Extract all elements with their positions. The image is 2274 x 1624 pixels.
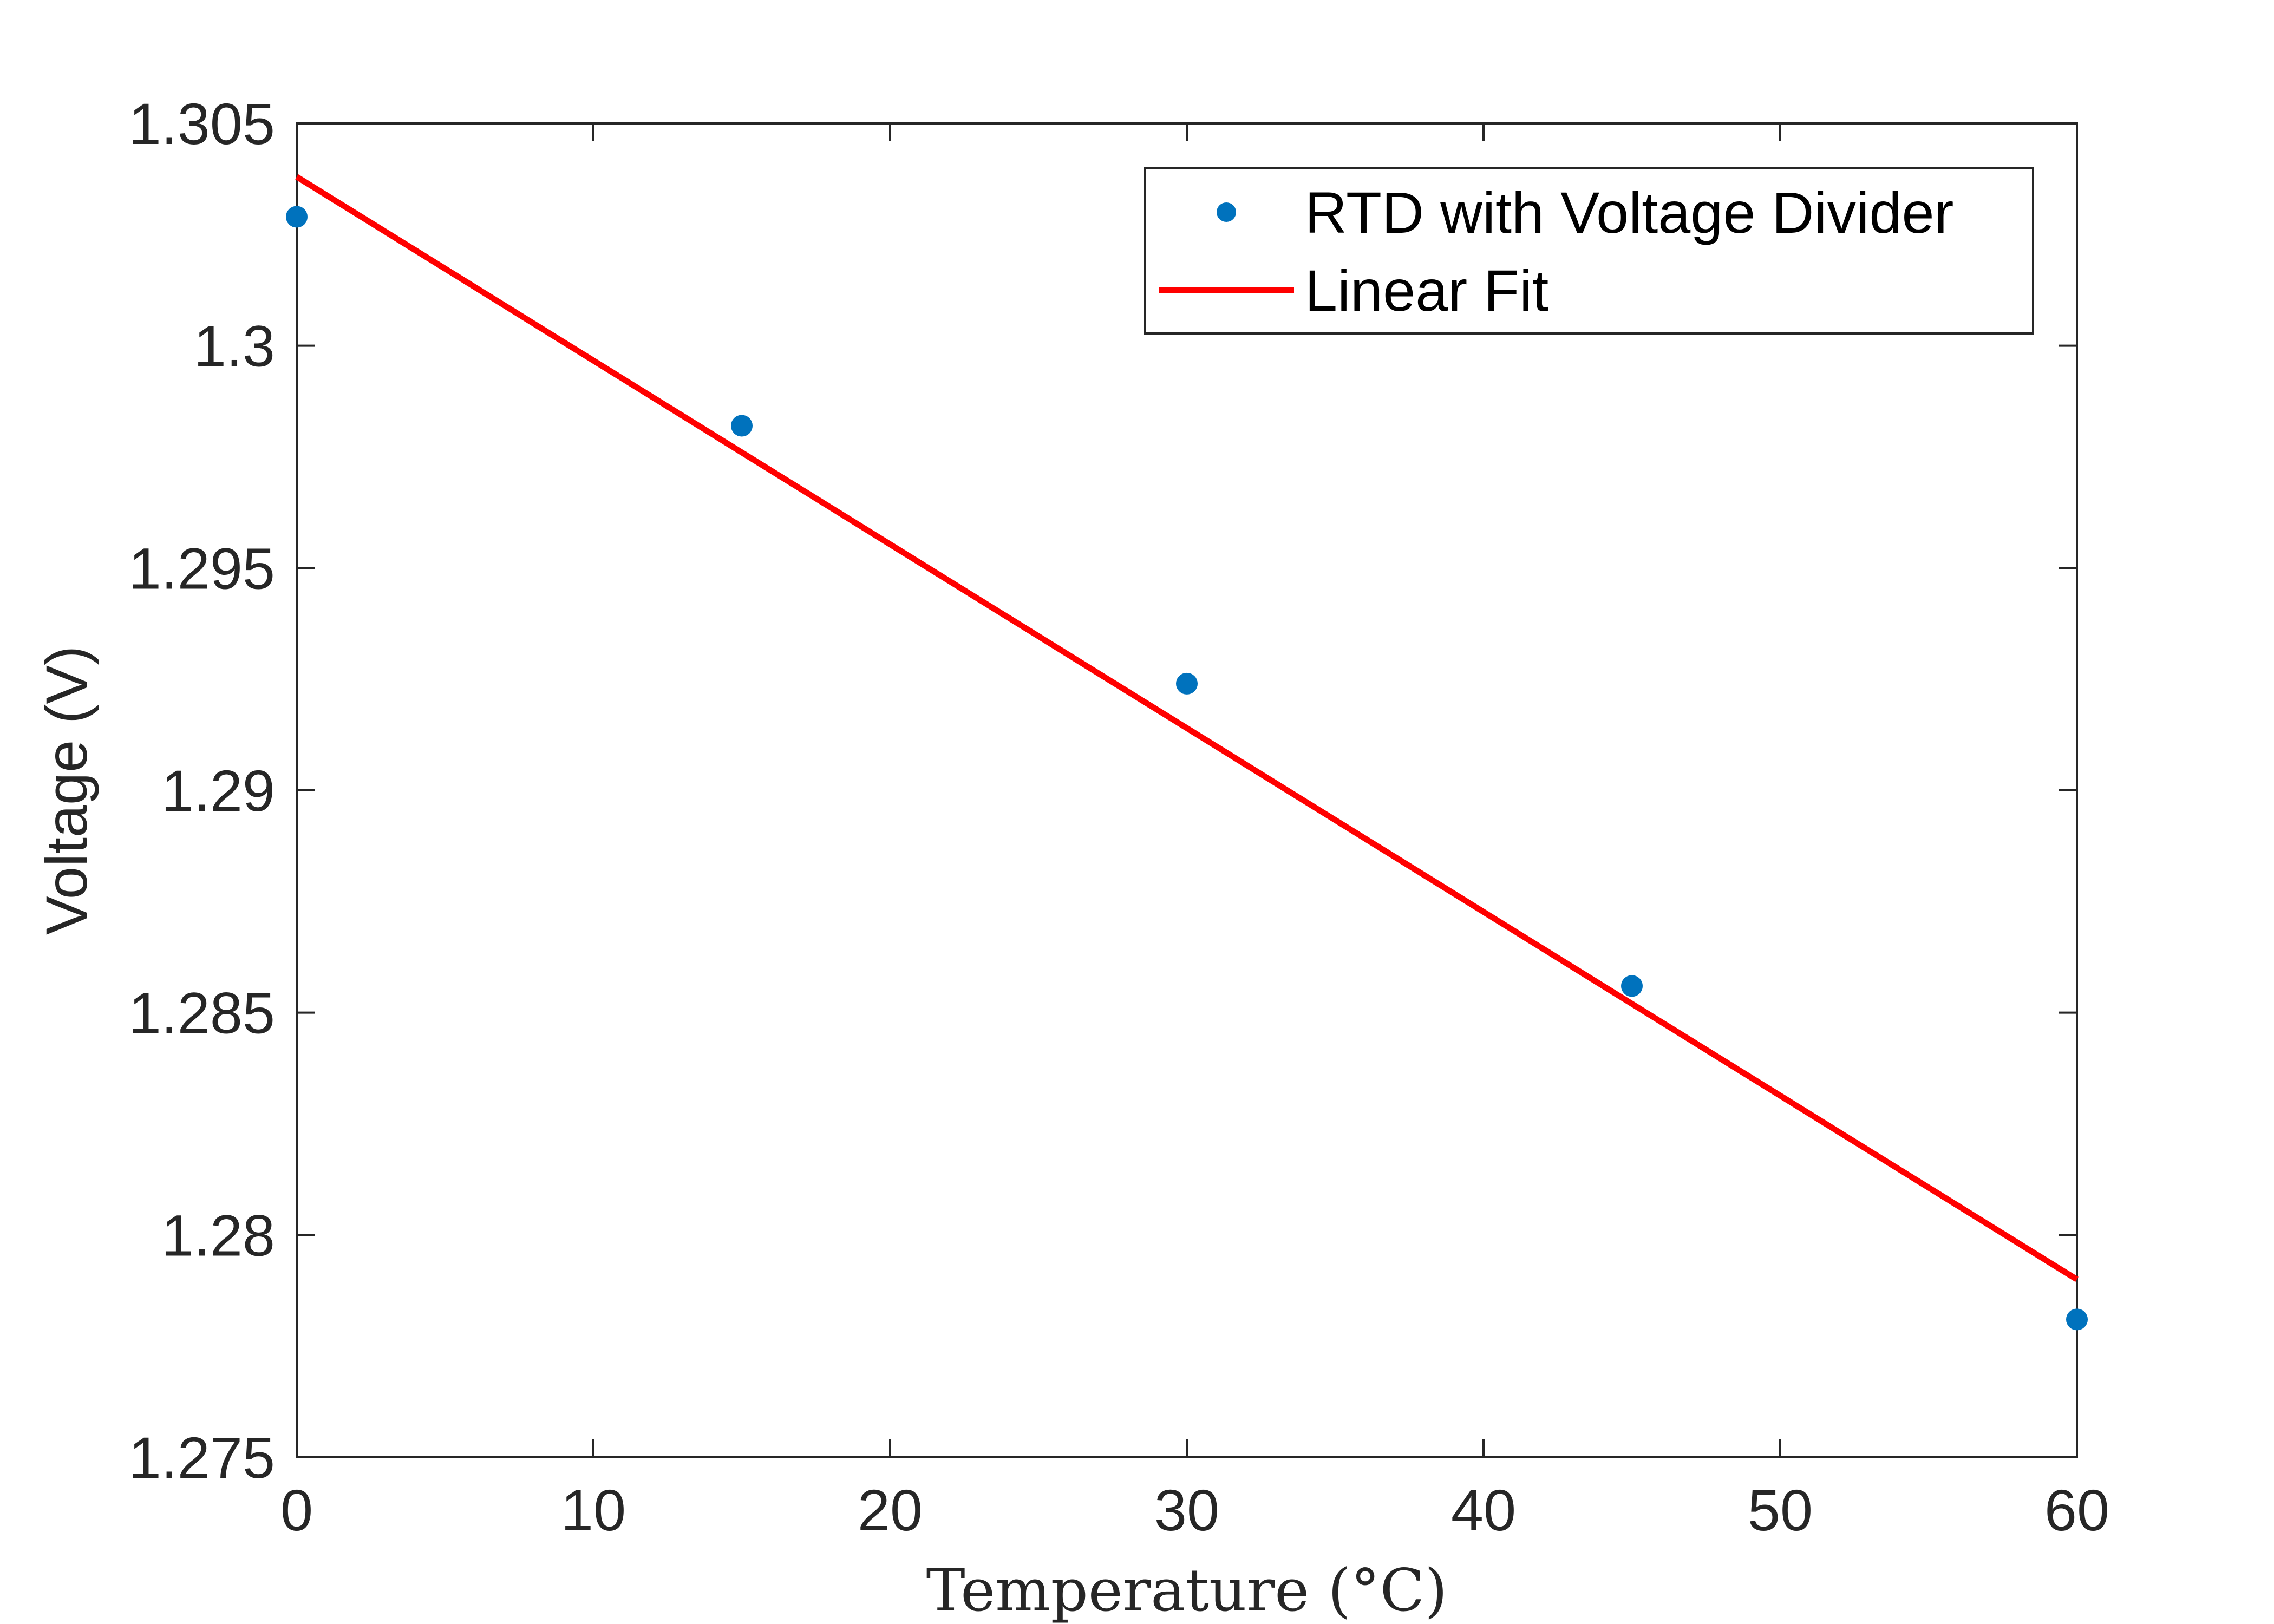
series-layer <box>286 174 2088 1331</box>
data-point <box>1176 672 1198 695</box>
legend-marker-rtd <box>1217 202 1236 222</box>
y-tick-label: 1.28 <box>161 1202 275 1268</box>
y-tick-labels: 1.275 1.28 1.285 1.29 1.295 1.3 1.305 <box>129 91 275 1490</box>
y-tick-label: 1.3 <box>194 313 275 379</box>
x-tick-labels: 0 10 20 30 40 50 60 <box>280 1477 2109 1543</box>
x-tick-label: 10 <box>561 1477 626 1543</box>
data-point <box>731 415 753 437</box>
x-tick-label: 60 <box>2044 1477 2109 1543</box>
x-tick-label: 40 <box>1451 1477 1516 1543</box>
plot-area <box>296 122 2078 1458</box>
y-tick-label: 1.29 <box>161 758 275 823</box>
data-point <box>1621 975 1643 997</box>
x-axis-title: Temperature (°C) <box>926 1557 1448 1624</box>
legend-label-rtd: RTD with Voltage Divider <box>1305 180 1954 245</box>
x-tick-label: 20 <box>858 1477 923 1543</box>
legend-box <box>1144 167 2034 335</box>
y-tick-label: 1.285 <box>129 980 275 1046</box>
linear-fit-line <box>295 174 2079 1282</box>
y-tick-label: 1.275 <box>129 1425 275 1490</box>
y-tick-label: 1.305 <box>129 91 275 156</box>
data-point <box>2066 1308 2088 1331</box>
y-axis-title: Voltage (V) <box>34 646 99 935</box>
x-tick-label: 50 <box>1748 1477 1813 1543</box>
x-tick-label: 30 <box>1154 1477 1219 1543</box>
data-point <box>286 206 308 228</box>
y-tick-label: 1.295 <box>129 535 275 601</box>
legend-label-fit: Linear Fit <box>1305 258 1548 323</box>
x-tick-label: 0 <box>280 1477 313 1543</box>
legend: RTD with Voltage Divider Linear Fit <box>1144 167 2034 335</box>
axis-ticks <box>296 122 2078 1458</box>
